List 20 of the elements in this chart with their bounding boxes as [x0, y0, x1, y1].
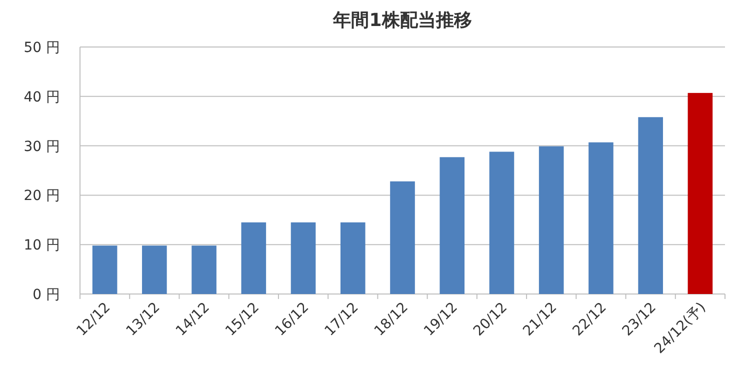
- bar: [538, 146, 564, 294]
- y-tick-label: 0 円: [32, 287, 60, 303]
- bar: [340, 222, 366, 294]
- bar: [290, 222, 316, 294]
- bar: [440, 157, 465, 294]
- y-tick-label: 30 円: [24, 138, 60, 155]
- y-tick-label: 50 円: [24, 40, 60, 56]
- bar: [192, 246, 216, 294]
- y-tick-label: 10 円: [24, 238, 60, 254]
- y-tick-label: 20 円: [24, 188, 60, 204]
- bar: [241, 222, 266, 294]
- bar: [588, 142, 614, 294]
- y-tick-label: 40 円: [24, 89, 60, 106]
- bar: [638, 117, 663, 294]
- bar: [390, 181, 415, 294]
- bar: [142, 246, 167, 294]
- bar: [92, 246, 118, 294]
- bar: [489, 152, 514, 294]
- chart-title: 年間1株配当推移: [332, 10, 472, 31]
- bar: [688, 92, 713, 294]
